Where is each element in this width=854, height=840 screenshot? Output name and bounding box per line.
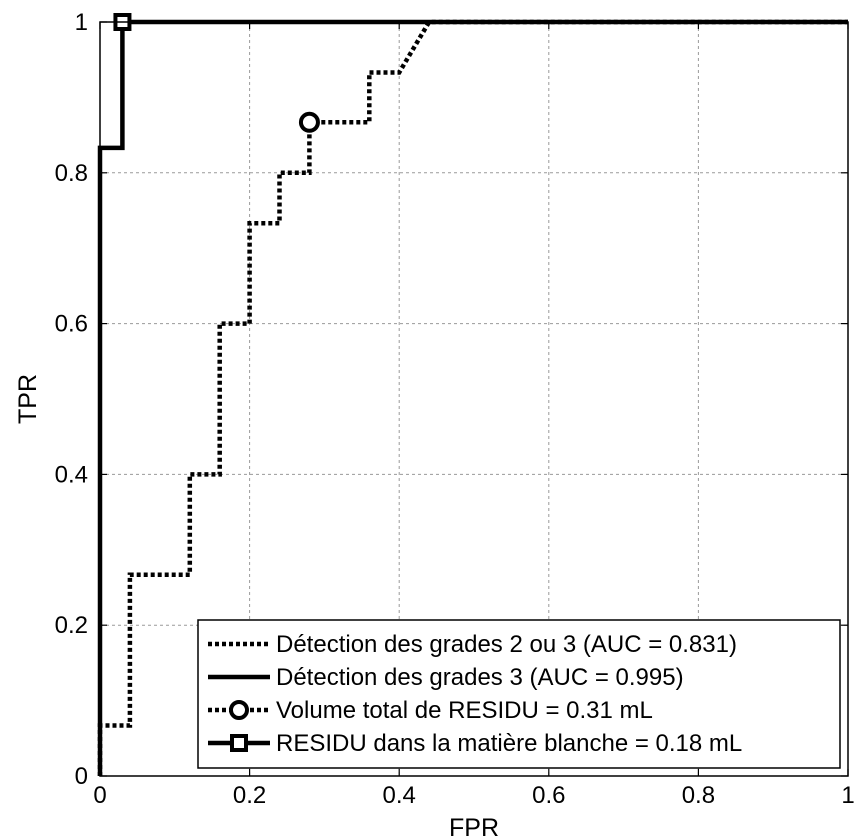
y-tick-label: 0: [75, 763, 88, 790]
legend-label: Détection des grades 3 (AUC = 0.995): [276, 664, 684, 691]
x-tick-label: 0.8: [682, 782, 715, 809]
y-tick-label: 0.2: [55, 612, 88, 639]
legend-label: Détection des grades 2 ou 3 (AUC = 0.831…: [276, 631, 737, 658]
y-axis-label: TPR: [14, 374, 42, 424]
plot-frame: [99, 21, 849, 777]
x-tick-label: 0.4: [383, 782, 416, 809]
series-line-grades-2-3: [97, 19, 848, 776]
y-tick-label: 0.6: [55, 311, 88, 338]
legend-box: [197, 619, 841, 769]
legend-marker-circle: [229, 700, 249, 720]
y-tick-label: 0.4: [55, 461, 88, 488]
axis-ticks: 0 0.2 0.4 0.6 0.8 1 0 0.2 0.4 0.6 0.8 1: [55, 9, 854, 809]
y-tick-label: 1: [75, 9, 88, 36]
x-tick-label: 1: [841, 782, 854, 809]
x-tick-label: 0.6: [532, 782, 565, 809]
legend-label: RESIDU dans la matière blanche = 0.18 mL: [276, 730, 742, 757]
marker-circle: [298, 111, 320, 133]
x-tick-label: 0: [93, 782, 106, 809]
x-axis-label: FPR: [449, 814, 499, 840]
legend: Détection des grades 2 ou 3 (AUC = 0.831…: [197, 619, 841, 769]
legend-marker-square: [230, 734, 248, 752]
x-tick-label: 0.2: [233, 782, 266, 809]
legend-label: Volume total de RESIDU = 0.31 mL: [276, 697, 653, 724]
y-tick-label: 0.8: [55, 160, 88, 187]
